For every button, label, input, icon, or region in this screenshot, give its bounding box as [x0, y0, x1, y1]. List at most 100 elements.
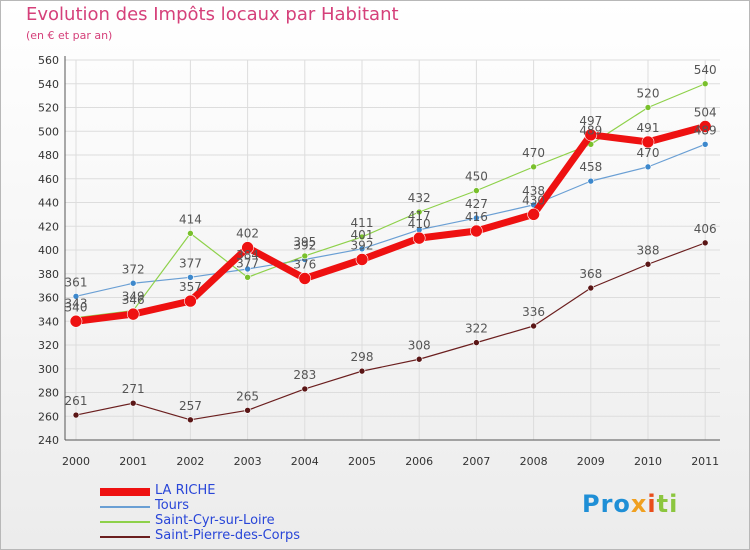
data-label-la-riche: 497: [579, 114, 602, 128]
data-point-la-riche: [470, 224, 483, 238]
data-label-saint-pierre-des-corps: 265: [236, 389, 259, 403]
data-label-la-riche: 340: [65, 300, 88, 314]
x-tick-label: 2010: [634, 455, 662, 468]
y-tick-label: 560: [38, 54, 59, 67]
y-tick-label: 540: [38, 78, 59, 91]
x-tick-label: 2007: [462, 455, 490, 468]
data-label-saint-cyr-sur-loire: 343: [65, 297, 88, 311]
data-label-tours: 392: [293, 239, 316, 253]
data-label-saint-pierre-des-corps: 368: [579, 267, 602, 281]
data-label-saint-pierre-des-corps: 308: [408, 338, 431, 352]
data-point-saint-pierre-des-corps: [72, 411, 80, 419]
series-lines: [69, 80, 712, 424]
data-label-saint-pierre-des-corps: 388: [637, 243, 660, 257]
data-labels: 261 271 257 265 283 298 308 322 336 368 388 406 361 3…: [65, 63, 717, 413]
data-point-la-riche: [184, 294, 197, 308]
data-label-tours: 489: [694, 123, 717, 137]
data-point-saint-cyr-sur-loire: [415, 208, 423, 216]
data-point-la-riche: [126, 307, 140, 321]
x-tick-label: 2001: [119, 455, 147, 468]
data-point-saint-cyr-sur-loire: [473, 187, 480, 194]
data-point-saint-cyr-sur-loire: [701, 80, 709, 88]
data-point-saint-cyr-sur-loire: [358, 233, 366, 241]
data-label-saint-cyr-sur-loire: 432: [408, 191, 431, 205]
data-label-la-riche: 504: [694, 106, 717, 120]
y-tick-label: 440: [38, 197, 59, 210]
data-point-tours: [129, 279, 137, 287]
data-label-tours: 372: [122, 262, 145, 276]
data-point-saint-pierre-des-corps: [530, 322, 537, 330]
data-point-saint-cyr-sur-loire: [187, 230, 194, 237]
data-point-la-riche: [527, 208, 540, 221]
data-label-tours: 377: [179, 256, 202, 270]
y-tick-label: 340: [38, 315, 59, 328]
x-tick-label: 2005: [348, 455, 376, 468]
data-point-saint-pierre-des-corps: [701, 239, 709, 247]
data-point-tours: [644, 163, 652, 171]
data-label-la-riche: 376: [293, 258, 316, 272]
data-label-tours: 470: [637, 146, 660, 160]
data-point-saint-cyr-sur-loire: [301, 252, 309, 260]
chart-title: Evolution des Impôts locaux par Habitant: [26, 4, 399, 25]
data-label-saint-cyr-sur-loire: 470: [522, 146, 545, 160]
series-line-saint-pierre-des-corps: [75, 242, 706, 421]
data-point-la-riche: [698, 120, 712, 133]
data-point-tours: [358, 245, 366, 253]
data-label-la-riche: 416: [465, 210, 488, 224]
x-tick-label: 2004: [291, 455, 319, 468]
data-point-la-riche: [584, 128, 598, 142]
data-point-tours: [244, 265, 251, 273]
data-label-saint-cyr-sur-loire: 395: [293, 235, 316, 249]
data-label-saint-cyr-sur-loire: 520: [637, 87, 660, 101]
data-point-tours: [701, 141, 709, 148]
data-label-la-riche: 402: [236, 227, 259, 241]
logo-part-1: Pro: [582, 490, 631, 518]
data-point-saint-pierre-des-corps: [415, 355, 423, 363]
data-point-la-riche: [298, 272, 312, 285]
legend-label-tours: Tours: [155, 498, 190, 513]
data-label-saint-cyr-sur-loire: 349: [122, 290, 145, 304]
data-label-saint-pierre-des-corps: 271: [122, 382, 145, 396]
data-point-la-riche: [641, 135, 655, 149]
data-label-saint-pierre-des-corps: 298: [351, 350, 374, 364]
legend-label-saint-cyr-sur-loire: Saint-Cyr-sur-Loire: [155, 513, 275, 528]
y-tick-label: 240: [38, 434, 59, 447]
y-tick-label: 320: [38, 339, 59, 352]
y-tick-label: 420: [38, 220, 59, 233]
data-label-saint-pierre-des-corps: 336: [522, 305, 545, 319]
data-label-tours: 458: [579, 160, 602, 174]
y-tick-label: 460: [38, 173, 59, 186]
proxiti-logo: Proxiti: [582, 490, 678, 518]
data-point-saint-cyr-sur-loire: [244, 274, 251, 281]
data-point-tours: [473, 214, 480, 222]
data-label-tours: 384: [236, 248, 259, 262]
data-point-saint-pierre-des-corps: [473, 339, 480, 346]
legend-swatch-tours: [100, 505, 150, 508]
data-label-tours: 438: [522, 184, 545, 198]
data-point-saint-cyr-sur-loire: [530, 163, 537, 171]
data-label-saint-cyr-sur-loire: 540: [694, 63, 717, 77]
chart-subtitle: (en € et par an): [26, 29, 113, 42]
grid: [65, 59, 720, 441]
data-label-saint-pierre-des-corps: 322: [465, 322, 488, 336]
data-point-saint-pierre-des-corps: [244, 407, 251, 414]
series-line-tours: [75, 143, 706, 297]
data-point-tours: [187, 274, 194, 281]
data-label-la-riche: 491: [637, 121, 660, 135]
data-point-saint-pierre-des-corps: [129, 399, 137, 407]
x-tick-label: 2000: [62, 455, 90, 468]
data-point-saint-cyr-sur-loire: [644, 104, 652, 111]
data-label-tours: 401: [351, 228, 374, 242]
x-tick-label: 2003: [234, 455, 262, 468]
y-tick-label: 480: [38, 149, 59, 162]
y-tick-label: 300: [38, 363, 59, 376]
data-label-saint-cyr-sur-loire: 411: [351, 216, 374, 230]
axes: 240 260 280 300 320 340 360 380 400 420 440 460 480 5…: [38, 54, 720, 468]
logo-part-2: x: [630, 490, 648, 518]
y-tick-label: 380: [38, 268, 59, 281]
data-point-la-riche: [355, 253, 369, 266]
data-label-saint-pierre-des-corps: 283: [293, 368, 316, 382]
legend-label-la-riche: LA RICHE: [155, 483, 216, 498]
data-point-la-riche: [412, 231, 426, 245]
data-label-tours: 361: [65, 275, 88, 289]
